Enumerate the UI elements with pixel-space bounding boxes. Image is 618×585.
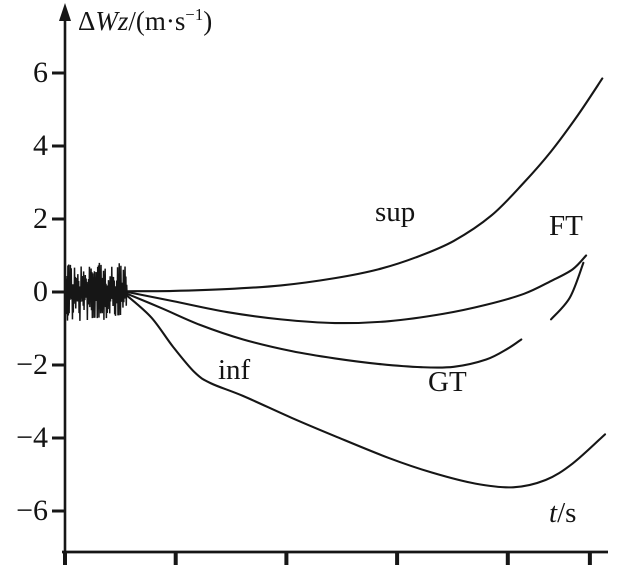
y-axis-label-exponent: −1 — [185, 5, 204, 24]
y-tick-label--2: −2 — [16, 348, 48, 381]
curve-label-ft: FT — [549, 210, 583, 242]
x-axis-label-var: t — [549, 497, 558, 529]
curve-label-gt: GT — [428, 366, 467, 398]
y-tick-label-6: 6 — [33, 56, 48, 89]
y-tick-label--6: −6 — [16, 494, 48, 527]
curve-sup — [126, 77, 604, 293]
curve-label-sup: sup — [375, 196, 416, 228]
x-axis-label-unit: /s — [557, 497, 577, 529]
y-axis-label-unit-post: ) — [203, 6, 213, 36]
curve-gt — [126, 292, 523, 369]
y-tick-label--4: −4 — [16, 421, 48, 454]
curve-ft-tip — [549, 261, 585, 321]
y-tick-label-2: 2 — [33, 202, 48, 235]
curve-ft — [126, 254, 588, 325]
y-axis-label-unit-pre: /(m·s — [128, 6, 186, 36]
x-axis-label: t/s — [549, 498, 576, 528]
curve-label-inf: inf — [218, 354, 251, 386]
noise-burst-trace — [64, 262, 128, 321]
y-tick-label-4: 4 — [33, 129, 48, 162]
y-axis-label-delta: Δ — [78, 6, 96, 36]
y-axis-label-symbol: Wz — [95, 6, 129, 36]
y-axis-label: ΔWz/(m·s−1) — [78, 6, 212, 35]
y-axis-arrow-icon — [59, 3, 71, 21]
curve-inf — [126, 294, 607, 489]
y-tick-label-0: 0 — [33, 275, 48, 308]
